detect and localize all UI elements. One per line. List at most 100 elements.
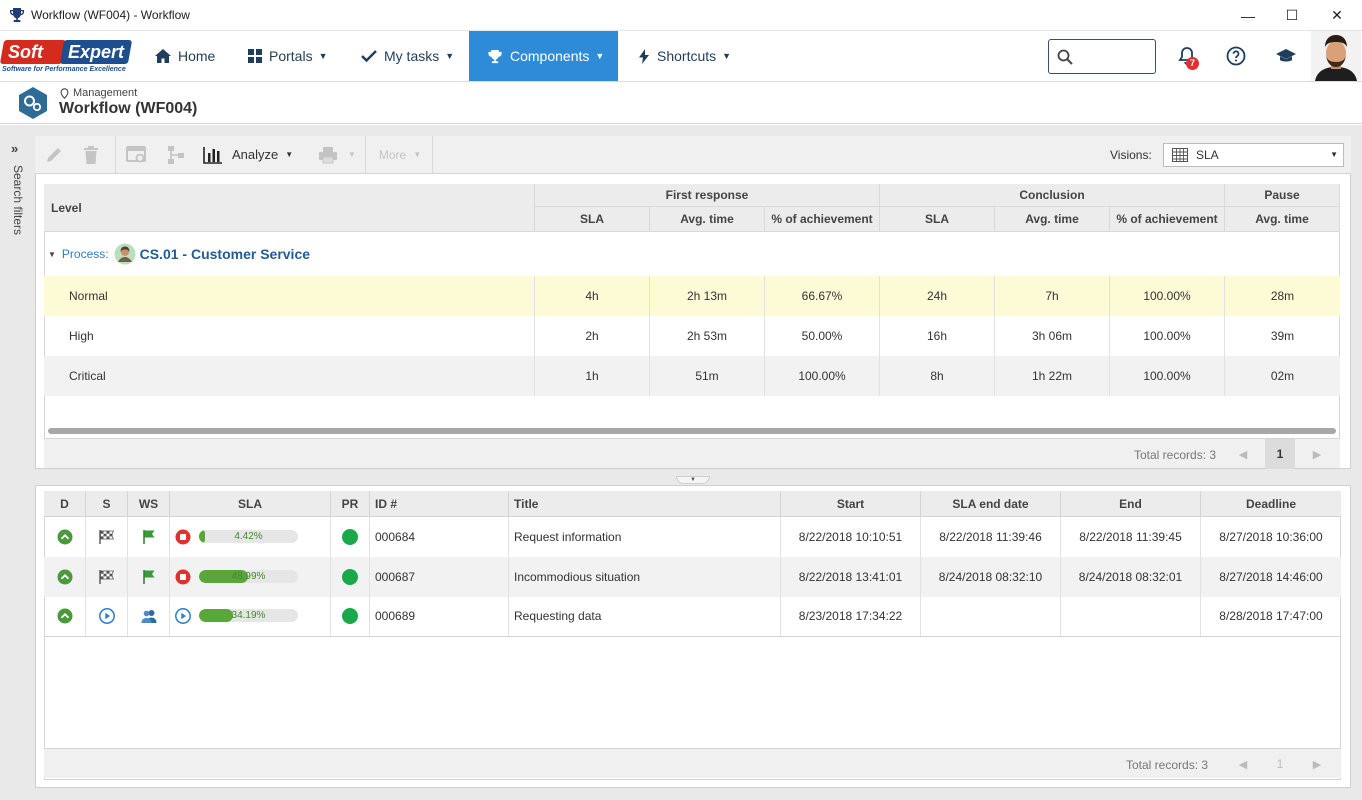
nav-portals-label: Portals bbox=[269, 48, 313, 64]
printer-icon bbox=[319, 146, 338, 163]
prev-page-button[interactable]: ◀ bbox=[1238, 448, 1248, 461]
sla-progress-bar: 48.99% bbox=[199, 570, 298, 583]
page-number-button[interactable]: 1 bbox=[1276, 757, 1284, 771]
col-fr-sla[interactable]: SLA bbox=[535, 207, 650, 232]
search-filters-tab[interactable]: » Search filters bbox=[0, 125, 36, 800]
col-ws[interactable]: WS bbox=[128, 491, 170, 517]
sla-cell: 24h bbox=[880, 276, 995, 316]
logo-text-left: Soft bbox=[8, 42, 43, 62]
col-level[interactable]: Level bbox=[44, 184, 535, 232]
more-button[interactable]: More ▼ bbox=[369, 136, 431, 173]
col-id[interactable]: ID # bbox=[370, 491, 509, 517]
softexpert-logo[interactable]: Soft Expert Software for Performance Exc… bbox=[0, 40, 133, 74]
sla-end-cell: 8/24/2018 08:32:10 bbox=[921, 557, 1061, 597]
nav-my-tasks[interactable]: My tasks ▼ bbox=[361, 31, 461, 81]
nav-home[interactable]: Home bbox=[155, 31, 229, 81]
nav-portals[interactable]: Portals ▼ bbox=[248, 31, 338, 81]
sla-cell: 51m bbox=[650, 356, 765, 396]
delete-button[interactable] bbox=[76, 136, 106, 173]
page-title: Workflow (WF004) bbox=[59, 100, 198, 117]
stop-icon bbox=[175, 529, 191, 545]
search-input[interactable] bbox=[1048, 39, 1156, 74]
view-button[interactable] bbox=[121, 136, 151, 173]
col-fr-achievement[interactable]: % of achievement bbox=[765, 207, 880, 232]
sla-level-cell[interactable]: High bbox=[44, 316, 535, 356]
flow-button[interactable] bbox=[161, 136, 191, 173]
col-s[interactable]: S bbox=[86, 491, 128, 517]
sla-level-cell[interactable]: Critical bbox=[44, 356, 535, 396]
pr-cell bbox=[331, 557, 370, 597]
sla-end-cell: 8/22/2018 11:39:46 bbox=[921, 517, 1061, 557]
help-button[interactable] bbox=[1224, 44, 1248, 68]
end-cell bbox=[1061, 596, 1201, 636]
graduation-cap-icon bbox=[1276, 49, 1296, 62]
next-page-button[interactable]: ▶ bbox=[1312, 758, 1322, 771]
chevron-down-icon: ▼ bbox=[285, 150, 294, 159]
sla-progress-bar: 34.19% bbox=[199, 609, 298, 622]
s-cell bbox=[86, 557, 128, 597]
ws-cell bbox=[128, 517, 170, 557]
sla-cell: 1h bbox=[535, 356, 650, 396]
ws-cell bbox=[128, 596, 170, 636]
visions-select[interactable]: SLA ▼ bbox=[1163, 143, 1344, 167]
col-d[interactable]: D bbox=[44, 491, 86, 517]
sla-progress-fill bbox=[199, 530, 205, 543]
logo-text-right: Expert bbox=[68, 42, 125, 62]
stop-icon bbox=[175, 569, 191, 585]
table-grid-icon bbox=[1172, 148, 1188, 162]
sla-level-cell[interactable]: Normal bbox=[44, 276, 535, 316]
next-page-button[interactable]: ▶ bbox=[1312, 448, 1322, 461]
notifications-button[interactable]: 7 bbox=[1175, 44, 1199, 70]
trophy-icon bbox=[10, 8, 24, 22]
sla-cell: 100.00% bbox=[1110, 356, 1225, 396]
col-pause-avg-time[interactable]: Avg. time bbox=[1225, 207, 1340, 232]
process-group-row[interactable]: ▼ Process: CS.01 - Customer Service bbox=[44, 233, 1340, 275]
close-button[interactable]: ✕ bbox=[1331, 7, 1343, 23]
col-c-achievement[interactable]: % of achievement bbox=[1110, 207, 1225, 232]
nav-components-label: Components bbox=[510, 48, 590, 64]
col-start[interactable]: Start bbox=[781, 491, 921, 517]
horizontal-scrollbar[interactable] bbox=[48, 428, 1336, 434]
page-number-button[interactable]: 1 bbox=[1265, 439, 1295, 469]
id-cell: 000684 bbox=[370, 517, 509, 557]
visions-value: SLA bbox=[1196, 148, 1219, 162]
print-button[interactable]: ▼ bbox=[311, 136, 363, 173]
col-c-avg-time[interactable]: Avg. time bbox=[995, 207, 1110, 232]
col-sla[interactable]: SLA bbox=[170, 491, 331, 517]
title-cell: Request information bbox=[509, 517, 781, 557]
col-sla-end[interactable]: SLA end date bbox=[921, 491, 1061, 517]
user-avatar[interactable] bbox=[1311, 31, 1361, 81]
analyze-button[interactable]: Analyze ▼ bbox=[203, 136, 299, 173]
start-cell: 8/23/2018 17:34:22 bbox=[781, 596, 921, 636]
minimize-button[interactable]: — bbox=[1241, 7, 1255, 24]
window-title: Workflow (WF004) - Workflow bbox=[31, 8, 190, 22]
col-end[interactable]: End bbox=[1061, 491, 1201, 517]
col-pr[interactable]: PR bbox=[331, 491, 370, 517]
sla-cell: 2h 13m bbox=[650, 276, 765, 316]
play-icon bbox=[98, 608, 115, 624]
play-icon bbox=[175, 608, 191, 624]
nav-shortcuts[interactable]: Shortcuts ▼ bbox=[638, 31, 738, 81]
green-flag-icon bbox=[142, 530, 154, 544]
nav-components[interactable]: Components ▼ bbox=[469, 31, 618, 81]
col-title[interactable]: Title bbox=[509, 491, 781, 517]
green-status-dot-icon bbox=[342, 569, 358, 585]
deadline-cell: 8/27/2018 10:36:00 bbox=[1219, 530, 1323, 544]
learning-button[interactable] bbox=[1274, 44, 1298, 68]
col-c-sla[interactable]: SLA bbox=[880, 207, 995, 232]
double-chevron-right-icon: » bbox=[11, 141, 19, 156]
edit-button[interactable] bbox=[39, 136, 69, 173]
s-cell bbox=[86, 596, 128, 636]
d-cell bbox=[44, 557, 86, 597]
col-fr-avg-time[interactable]: Avg. time bbox=[650, 207, 765, 232]
prev-page-button[interactable]: ◀ bbox=[1238, 758, 1248, 771]
s-cell bbox=[86, 517, 128, 557]
sla-cell: 4.42% bbox=[170, 517, 331, 557]
notification-count-badge: 7 bbox=[1186, 57, 1199, 70]
panel-splitter[interactable]: ▼ bbox=[676, 476, 710, 484]
id-cell: 000689 bbox=[370, 596, 509, 636]
col-deadline[interactable]: Deadline bbox=[1201, 491, 1341, 517]
trash-icon bbox=[84, 145, 98, 164]
deadline-cell: 8/27/2018 14:46:00 bbox=[1219, 570, 1323, 584]
maximize-button[interactable]: ☐ bbox=[1285, 7, 1299, 23]
